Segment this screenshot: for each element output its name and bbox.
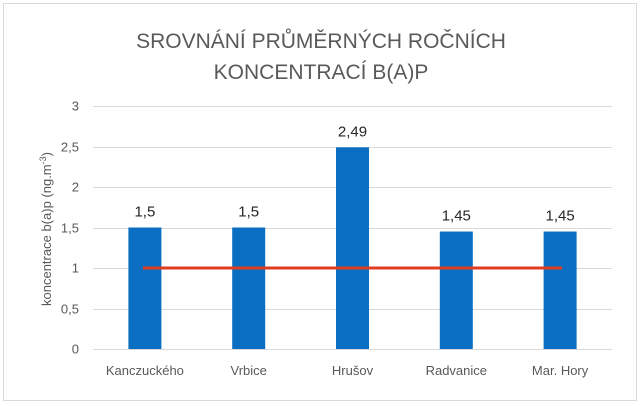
x-tick-label: Mar. Hory bbox=[532, 363, 589, 378]
chart-frame bbox=[3, 3, 637, 401]
chart-title-line-2: KONCENTRACÍ B(A)P bbox=[214, 61, 429, 84]
y-tick-label: 0,5 bbox=[61, 302, 79, 317]
x-axis-ticks: Kanczuckého Vrbice Hrušov Radvanice Mar. Hor… bbox=[106, 363, 589, 378]
data-label: 1,45 bbox=[442, 208, 471, 225]
data-label: 1,45 bbox=[545, 208, 574, 225]
y-axis-ticks: 0 0,5 1 1,5 2 2,5 3 bbox=[61, 99, 79, 357]
bar bbox=[232, 227, 266, 349]
y-tick-label: 2,5 bbox=[61, 140, 79, 155]
data-labels: 1,5 1,5 2,49 1,45 1,45 bbox=[134, 123, 574, 224]
bar bbox=[336, 147, 369, 349]
y-tick-label: 1 bbox=[72, 261, 79, 276]
y-tick-label: 1,5 bbox=[61, 221, 79, 236]
x-tick-label: Vrbice bbox=[231, 363, 267, 378]
bar bbox=[439, 231, 473, 349]
y-tick-label: 0 bbox=[72, 342, 79, 357]
y-tick-label: 2 bbox=[72, 180, 79, 195]
y-axis-label-main: koncentrace b(a)p (ng.m bbox=[39, 164, 54, 306]
x-tick-label: Kanczuckého bbox=[106, 363, 184, 378]
x-tick-label: Radvanice bbox=[426, 363, 487, 378]
x-tick-label: Hrušov bbox=[332, 363, 374, 378]
data-label: 1,5 bbox=[238, 204, 259, 221]
chart-title-line-1: SROVNÁNÍ PRŮMĚRNÝCH ROČNÍCH bbox=[136, 29, 506, 53]
y-axis-label: koncentrace b(a)p (ng.m-3) bbox=[38, 152, 54, 306]
y-axis-label-suffix: ) bbox=[39, 152, 54, 156]
bar bbox=[128, 227, 162, 349]
chart-title: SROVNÁNÍ PRŮMĚRNÝCH ROČNÍCH KONCENTRACÍ … bbox=[136, 29, 506, 84]
y-axis-label-sup: -3 bbox=[38, 156, 48, 164]
bar bbox=[543, 231, 577, 349]
bars bbox=[128, 147, 577, 349]
y-tick-label: 3 bbox=[72, 99, 79, 114]
data-label: 1,5 bbox=[134, 204, 155, 221]
data-label: 2,49 bbox=[338, 123, 367, 140]
